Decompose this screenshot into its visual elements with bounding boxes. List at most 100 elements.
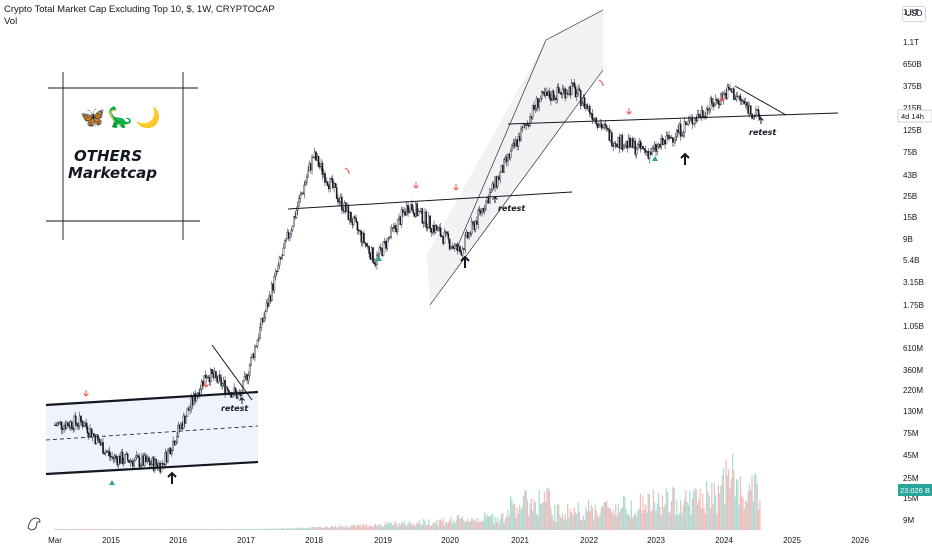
green-triangle <box>109 480 115 485</box>
volume-bar <box>617 504 619 530</box>
volume-bar <box>582 515 584 530</box>
candle-body <box>637 144 639 150</box>
candle-body <box>599 123 601 126</box>
red-down-arrow <box>453 184 459 191</box>
volume-bar <box>585 507 587 530</box>
volume-bar <box>259 528 261 530</box>
volume-bar <box>310 528 312 530</box>
candle-body <box>106 451 108 453</box>
candle-body <box>531 105 534 119</box>
y-tick-label: 610M <box>903 344 923 353</box>
volume-bar <box>142 529 144 530</box>
candle-body <box>598 125 600 128</box>
green-triangle <box>652 156 658 161</box>
currency-button[interactable]: USD <box>902 6 926 22</box>
y-tick-label: 360M <box>903 366 923 375</box>
volume-bar <box>400 522 403 530</box>
candle-body <box>601 127 604 129</box>
volume-bar <box>116 529 118 530</box>
candle-body <box>674 136 677 140</box>
volume-bar <box>62 529 64 530</box>
volume-bar <box>533 499 535 530</box>
volume-bar <box>407 523 409 530</box>
volume-bar <box>420 524 422 530</box>
candle-body <box>512 142 515 147</box>
volume-bar <box>722 468 725 530</box>
candle-body <box>164 452 167 466</box>
volume-bar <box>497 517 499 530</box>
volume-bar <box>381 526 383 530</box>
volume-bar <box>124 529 126 530</box>
volume-bar <box>202 529 204 530</box>
volume-bar <box>378 524 381 530</box>
volume-bar <box>403 520 405 530</box>
candle-body <box>184 415 186 424</box>
volume-bar <box>503 522 505 530</box>
volume-bar <box>454 522 456 530</box>
candle-body <box>110 455 112 458</box>
red-down-arrow <box>719 95 725 102</box>
candle-body <box>692 123 695 125</box>
volume-bar <box>430 525 433 530</box>
candle-body <box>119 455 121 464</box>
candle-body <box>630 138 633 147</box>
candle-body <box>525 123 528 126</box>
candle-body <box>334 183 337 188</box>
volume-bar <box>520 509 522 530</box>
candle-body <box>277 264 280 272</box>
volume-bar <box>176 529 178 530</box>
volume-bar <box>162 529 164 530</box>
volume-bar <box>411 524 413 530</box>
candle-body <box>673 139 675 143</box>
volume-bar <box>151 529 153 530</box>
volume-bar <box>471 518 473 530</box>
volume-bar <box>345 525 347 530</box>
volume-bar <box>190 529 192 530</box>
volume-bar <box>242 529 244 530</box>
volume-bar <box>363 524 365 530</box>
volume-bar <box>691 498 693 530</box>
volume-bar <box>467 519 469 530</box>
volume-bar <box>367 527 369 530</box>
volume-bar <box>545 501 547 530</box>
volume-bar <box>286 528 288 530</box>
candle-body <box>86 426 89 434</box>
volume-bar <box>643 509 645 530</box>
volume-bar <box>115 529 117 530</box>
candle-body <box>325 181 328 183</box>
volume-bar <box>234 529 237 530</box>
candle-body <box>659 144 661 148</box>
volume-bar <box>125 529 127 530</box>
candle-body <box>507 153 509 162</box>
volume-bar <box>130 529 133 530</box>
volume-bar <box>445 521 447 530</box>
x-tick-label: Mar <box>48 536 62 545</box>
volume-bar <box>660 514 662 530</box>
candle-body <box>508 153 511 159</box>
volume-bar <box>504 518 507 530</box>
candle-body <box>442 236 444 244</box>
candle-body <box>466 231 469 239</box>
volume-bar <box>240 529 242 530</box>
volume-bar <box>685 490 687 530</box>
volume-bar <box>638 508 640 530</box>
retest-label: retest <box>498 204 526 213</box>
volume-bar <box>107 529 109 530</box>
volume-bar <box>676 499 678 530</box>
candle-body <box>95 434 98 445</box>
candle-body <box>524 124 526 126</box>
candle-body <box>187 408 190 411</box>
volume-bar <box>380 524 382 530</box>
volume-bar <box>271 528 273 530</box>
y-tick-label: 45M <box>903 451 919 460</box>
candle-body <box>200 380 203 390</box>
volume-bar <box>395 523 397 530</box>
volume-bar <box>317 526 320 530</box>
volume-bar <box>233 529 235 530</box>
candle-body <box>516 139 518 147</box>
volume-bar <box>95 529 98 530</box>
candle-body <box>561 89 564 95</box>
volume-bar <box>744 499 747 530</box>
candle-body <box>446 231 448 234</box>
